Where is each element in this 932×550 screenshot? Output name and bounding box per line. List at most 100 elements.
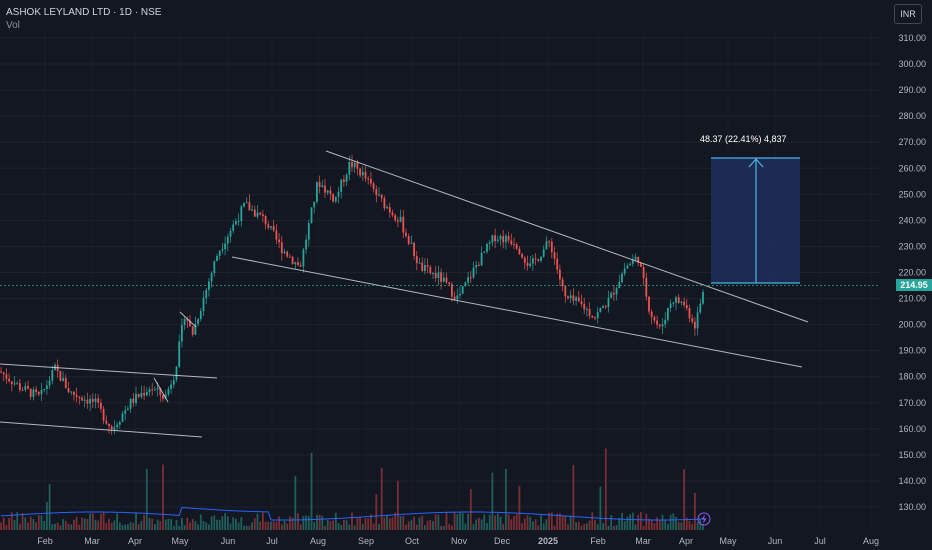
volume-bar [81, 517, 83, 530]
volume-bar [2, 517, 5, 530]
volume-bar [618, 517, 621, 530]
candle-body [100, 402, 102, 409]
candle-body [8, 378, 10, 382]
volume-bar [305, 515, 307, 530]
price-tick-label: 190.00 [898, 346, 926, 356]
volume-bar [575, 522, 577, 530]
flash-icon[interactable] [697, 512, 711, 526]
volume-bar [337, 522, 340, 530]
volume-bar [664, 520, 667, 530]
candle-body [67, 388, 70, 393]
price-tick-label: 250.00 [898, 189, 926, 199]
volume-bar [415, 524, 418, 530]
candle-body [137, 394, 140, 397]
volume-bar [318, 514, 321, 530]
candle-body [472, 267, 475, 278]
volume-bar [375, 494, 378, 530]
candle-body [307, 222, 310, 240]
candle-body [640, 262, 642, 267]
candle-body [596, 312, 599, 319]
candle-body [191, 326, 194, 335]
volume-bar [70, 524, 73, 530]
volume-bar [378, 524, 380, 530]
candle-body [97, 398, 100, 403]
volume-bar [410, 520, 413, 530]
candle-body [545, 241, 548, 250]
candle-body [502, 236, 505, 243]
candle-body [183, 318, 186, 326]
volume-bar [537, 525, 540, 530]
volume-bar [496, 513, 499, 530]
volume-bar [124, 524, 127, 530]
volume-bar [229, 523, 232, 530]
volume-bar [540, 515, 542, 530]
candle-body [553, 252, 556, 259]
volume-bar [672, 513, 675, 530]
candle-body [48, 380, 51, 386]
candle-body [178, 341, 181, 367]
volume-bar [73, 519, 75, 530]
volume-bar [224, 512, 226, 530]
volume-bar [140, 521, 143, 530]
candle-body [13, 383, 16, 385]
candle-body [205, 289, 208, 298]
volume-bar [172, 525, 175, 530]
candle-body [105, 420, 108, 424]
candle-body [321, 185, 324, 187]
symbol-title: ASHOK LEYLAND LTD · 1D · NSE [6, 7, 162, 18]
time-tick-label: Apr [128, 536, 142, 546]
volume-bar [451, 525, 453, 530]
candle-body [618, 282, 621, 289]
candle-body [189, 320, 191, 327]
candle-body [607, 297, 610, 308]
candle-body [73, 391, 75, 395]
candle-body [240, 206, 243, 222]
candle-body [402, 216, 405, 233]
volume-bar [256, 513, 259, 530]
volume-bar [253, 518, 256, 530]
trendline [179, 311, 197, 328]
candle-body [348, 162, 351, 175]
candle-body [24, 385, 27, 391]
volume-bar [661, 514, 664, 530]
candle-body [494, 235, 496, 242]
volume-bar [167, 518, 170, 530]
candle-body [37, 392, 40, 395]
candle-body [664, 319, 667, 325]
candle-body [46, 385, 48, 389]
time-tick-label: Jul [266, 536, 278, 546]
candle-body [437, 272, 440, 278]
measure-arrow-head [748, 158, 764, 168]
volume-bar [186, 517, 189, 530]
volume-label: Vol [6, 20, 20, 31]
volume-bar [297, 513, 299, 530]
volume-bar [405, 524, 407, 530]
volume-bar [586, 523, 588, 530]
candle-body [575, 297, 577, 301]
volume-bar [245, 525, 248, 530]
volume-bar [629, 514, 631, 530]
candle-body [221, 249, 224, 251]
volume-bar [32, 519, 35, 530]
price-tick-label: 280.00 [898, 111, 926, 121]
candle-body [515, 244, 518, 249]
candle-body [621, 273, 623, 283]
volume-bar [691, 523, 694, 530]
candle-body [32, 389, 35, 397]
volume-bar [680, 522, 683, 530]
candle-body [229, 230, 232, 237]
candle-body [656, 320, 658, 325]
candle-body [127, 408, 129, 411]
volume-bar [35, 522, 37, 530]
volume-bar [102, 512, 105, 530]
candle-body [148, 389, 151, 392]
volume-bar [232, 517, 235, 530]
candle-body [113, 427, 116, 430]
volume-bar [445, 512, 448, 530]
currency-button[interactable]: INR [894, 4, 922, 24]
volume-bar [75, 517, 78, 530]
volume-bar [631, 512, 634, 530]
volume-bar [648, 518, 650, 530]
candle-body [59, 371, 62, 381]
